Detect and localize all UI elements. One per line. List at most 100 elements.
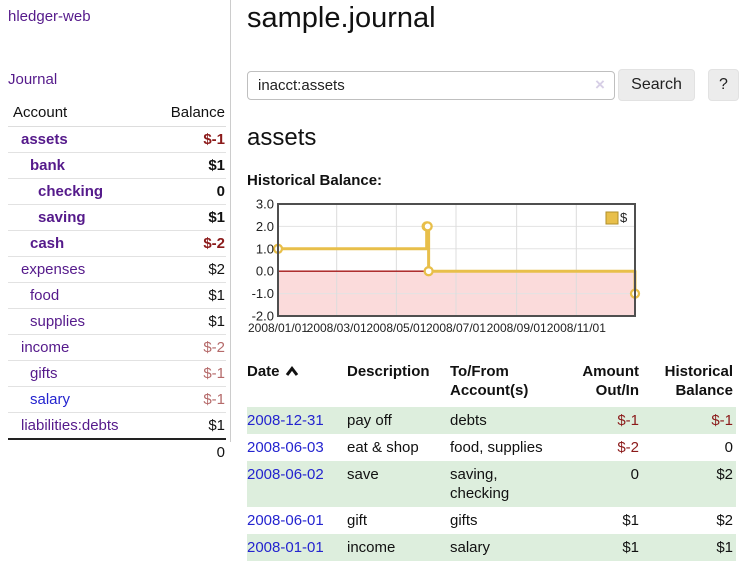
page-title: sample.journal	[247, 2, 436, 34]
register-row: 2008-06-01 gift gifts $1 $2	[247, 507, 736, 534]
account-row-assets: assets $-1	[8, 126, 226, 153]
account-link-food[interactable]: food	[30, 287, 60, 304]
account-row-checking: checking 0	[8, 178, 226, 205]
account-row-expenses: expenses $2	[8, 256, 226, 283]
accounts-header-account: Account	[8, 100, 150, 127]
svg-text:2008/05/01: 2008/05/01	[366, 321, 426, 335]
account-row-salary: salary $-1	[8, 386, 226, 413]
search-form: × Search ?	[247, 69, 742, 103]
account-balance: $-2	[149, 230, 226, 257]
app-title-link[interactable]: hledger-web	[8, 8, 91, 25]
account-link-checking[interactable]: checking	[38, 183, 104, 200]
transaction-description: gift	[347, 512, 368, 529]
transaction-balance: 0	[724, 439, 733, 456]
transaction-date-link[interactable]: 2008-06-02	[247, 466, 324, 483]
transaction-accounts: saving, checking	[450, 461, 562, 507]
svg-text:1.0: 1.0	[256, 241, 274, 256]
transaction-amount: 0	[562, 461, 642, 507]
sidebar-item-journal[interactable]: Journal	[8, 71, 58, 88]
transaction-description: pay off	[347, 407, 450, 434]
account-row-food: food $1	[8, 282, 226, 309]
register-row: 2008-06-02 save saving, checking 0 $2	[247, 461, 736, 507]
svg-text:2008/07/01: 2008/07/01	[426, 321, 486, 335]
account-balance: $2	[149, 256, 226, 283]
search-button[interactable]: Search	[618, 69, 695, 101]
account-balance: $-1	[149, 360, 226, 387]
account-balance: $1	[149, 204, 226, 231]
svg-text:-1.0: -1.0	[252, 286, 274, 301]
account-balance: $1	[149, 152, 226, 179]
account-row-saving: saving $1	[8, 204, 226, 231]
account-link-expenses[interactable]: expenses	[21, 261, 86, 278]
transaction-accounts: gifts	[450, 512, 478, 529]
register-row: 2008-12-31 pay off debts $-1 $-1	[247, 407, 736, 434]
account-link-bank[interactable]: bank	[30, 157, 66, 174]
transaction-accounts: food, supplies	[450, 439, 543, 456]
search-input[interactable]	[247, 71, 615, 100]
register-header-amount: Amount Out/In	[582, 363, 639, 399]
svg-text:2008/09/01: 2008/09/01	[487, 321, 547, 335]
register-row: 2008-01-01 income salary $1 $1	[247, 534, 736, 561]
accounts-total-value: 0	[149, 438, 226, 465]
svg-text:2.0: 2.0	[256, 219, 274, 234]
svg-text:2008/01/01: 2008/01/01	[248, 321, 308, 335]
account-link-liabilities-debts[interactable]: liabilities:debts	[21, 417, 119, 434]
account-link-assets[interactable]: assets	[21, 131, 68, 148]
transaction-accounts: salary	[450, 534, 562, 561]
register-header-date[interactable]: Date	[247, 358, 347, 407]
svg-text:2008/11/01: 2008/11/01	[547, 321, 606, 335]
accounts-header-row: Account Balance	[8, 100, 226, 127]
account-balance: $-1	[149, 386, 226, 413]
account-row-bank: bank $1	[8, 152, 226, 179]
svg-text:0.0: 0.0	[256, 264, 274, 279]
transaction-accounts: debts	[450, 407, 562, 434]
help-button[interactable]: ?	[708, 69, 739, 101]
historical-balance-chart: $3.0 2.0 1.0 0.0 -1.0 -2.02008/01/012008/03/0…	[248, 198, 641, 335]
clear-search-icon[interactable]: ×	[595, 75, 605, 94]
transaction-date-link[interactable]: 2008-06-01	[247, 512, 324, 529]
register-header-row: Date Description To/From Account(s) Amou…	[247, 358, 736, 407]
svg-text:3.0: 3.0	[256, 198, 274, 212]
account-link-income[interactable]: income	[21, 339, 70, 356]
transaction-balance: $2	[716, 512, 733, 529]
account-row-income: income $-2	[8, 334, 226, 361]
account-balance: $1	[149, 282, 226, 309]
accounts-header-balance: Balance	[149, 100, 226, 127]
svg-text:-2.0: -2.0	[252, 309, 274, 324]
sort-ascending-icon	[285, 366, 298, 376]
register-row: 2008-06-03 eat & shop food, supplies $-2…	[247, 434, 736, 461]
register-header-description: Description	[347, 363, 430, 380]
transaction-balance: $-1	[642, 407, 736, 434]
register-header-balance: Historical Balance	[664, 363, 733, 399]
transaction-description: eat & shop	[347, 439, 419, 456]
account-link-supplies[interactable]: supplies	[30, 313, 86, 330]
register-header-date-label: Date	[247, 363, 280, 380]
transaction-balance: $2	[642, 461, 736, 507]
transaction-date-link[interactable]: 2008-01-01	[247, 539, 324, 556]
main-content: sample.journal × Search ? assets Histori…	[247, 0, 742, 582]
transaction-amount: $1	[562, 534, 642, 561]
account-row-supplies: supplies $1	[8, 308, 226, 335]
account-link-gifts[interactable]: gifts	[30, 365, 58, 382]
account-balance: $1	[149, 308, 226, 335]
account-link-salary[interactable]: salary	[30, 391, 71, 408]
account-balance: $-1	[149, 126, 226, 153]
transaction-description: income	[347, 534, 450, 561]
accounts-table: Account Balance assets $-1 bank $1 check…	[8, 100, 226, 465]
register-header-account: To/From Account(s)	[450, 363, 529, 399]
svg-text:2008/03/01: 2008/03/01	[307, 321, 367, 335]
account-link-saving[interactable]: saving	[38, 209, 86, 226]
transaction-balance: $1	[642, 534, 736, 561]
account-balance: 0	[149, 178, 226, 205]
transaction-amount: $-1	[562, 407, 642, 434]
accounts-total-row: 0	[8, 438, 226, 465]
register-table: Date Description To/From Account(s) Amou…	[247, 358, 736, 561]
transaction-description: save	[347, 461, 450, 507]
svg-text:$: $	[620, 210, 628, 225]
sidebar: hledger-web Journal Account Balance asse…	[0, 0, 231, 465]
transaction-amount: $-2	[617, 439, 639, 456]
account-link-cash[interactable]: cash	[30, 235, 65, 252]
transaction-date-link[interactable]: 2008-12-31	[247, 412, 324, 429]
transaction-date-link[interactable]: 2008-06-03	[247, 439, 324, 456]
account-row-cash: cash $-2	[8, 230, 226, 257]
